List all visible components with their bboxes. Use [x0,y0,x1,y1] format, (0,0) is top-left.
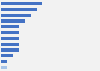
Bar [1,31,19,34]
Bar [1,37,19,40]
Bar [1,8,36,11]
Bar [1,43,19,46]
Bar [1,60,7,63]
Bar [1,2,42,5]
Bar [1,25,19,28]
Bar [1,48,19,52]
Bar [1,66,7,69]
Bar [1,54,13,57]
Bar [1,19,25,23]
Bar [1,14,31,17]
